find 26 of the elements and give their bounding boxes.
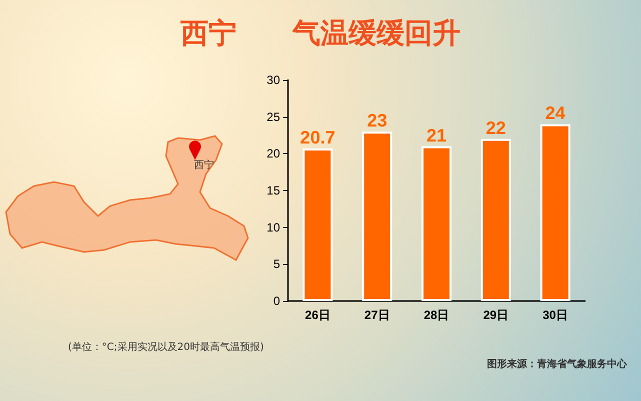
x-tick-label: 28日: [424, 308, 450, 322]
data-label: 22: [486, 118, 506, 138]
data-label: 20.7: [300, 128, 336, 148]
x-tick-label: 29日: [483, 308, 509, 322]
x-tick-label: 26日: [305, 308, 330, 322]
bar: [480, 138, 511, 301]
bar: [302, 148, 333, 301]
y-tick-label: 10: [266, 220, 280, 234]
x-tick-label: 27日: [364, 308, 390, 322]
y-tick-label: 25: [266, 110, 280, 124]
chart-title: 西宁 气温缓缓回升: [180, 16, 460, 50]
y-tick-label: 5: [273, 257, 280, 272]
data-label: 21: [426, 125, 447, 146]
y-tick-label: 30: [266, 73, 280, 87]
x-tick-label: 30日: [542, 308, 568, 322]
text: 图形来源：青海省气象服务中心: [487, 357, 627, 371]
data-label: 23: [367, 110, 388, 131]
bar: [540, 124, 570, 301]
text: 西宁: [194, 158, 214, 172]
data-label: 24: [545, 103, 566, 124]
text: (单位：°C;采用实况以及20时最高气温预报): [68, 340, 264, 354]
bar: [362, 132, 392, 301]
y-tick-label: 20: [266, 146, 280, 161]
bar: [422, 146, 452, 301]
y-tick-label: 15: [266, 184, 280, 198]
y-tick-label: 0: [273, 294, 280, 308]
